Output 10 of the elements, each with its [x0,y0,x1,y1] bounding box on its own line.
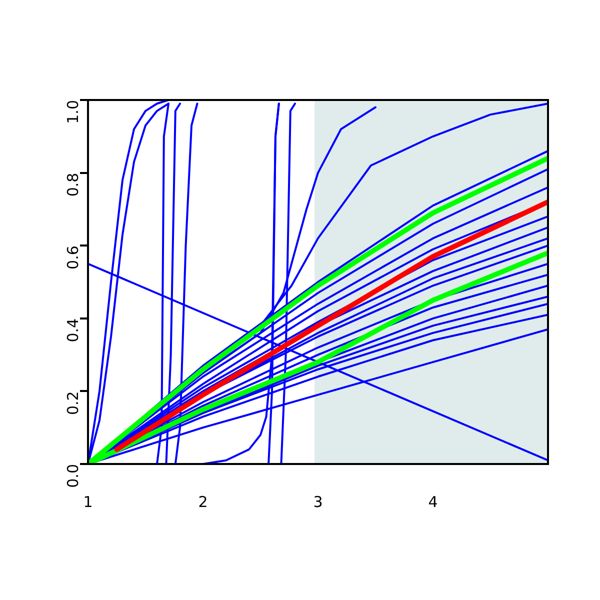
x-tick-label: 1 [83,492,93,511]
y-tick-label: 0.0 [64,464,82,488]
y-tick-label: 0.2 [64,391,82,416]
y-tick-label: 0.6 [64,246,82,270]
x-tick-label: 3 [313,492,323,511]
x-tick-label: 4 [428,492,438,511]
y-tick-label: 0.8 [64,172,82,197]
y-tick-label: 1.0 [64,100,82,124]
y-tick-label: 0.4 [64,318,82,342]
x-tick-label: 2 [198,492,208,511]
